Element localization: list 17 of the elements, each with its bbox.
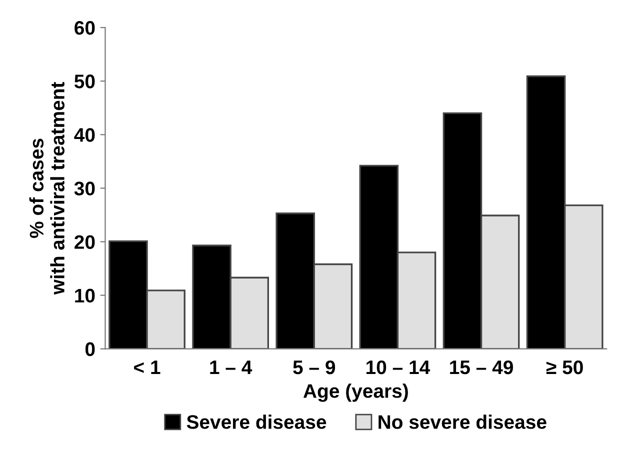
y-tick-label: 60 [74, 21, 95, 35]
y-tick-label: 50 [74, 74, 95, 88]
y-tick-label: 0 [85, 342, 95, 356]
y-tick-label: 10 [75, 288, 95, 303]
y-axis-title: % of cases with antiviral treatment [29, 82, 64, 295]
legend-label: No severe disease [378, 414, 546, 429]
x-tick-label: < 1 [134, 360, 160, 374]
x-tick-label: 15 – 49 [450, 360, 513, 374]
x-tick-label: 1 – 4 [210, 360, 252, 374]
y-tick-label: 40 [74, 128, 95, 142]
y-tick-label: 20 [74, 235, 95, 249]
x-tick-label: ≥ 50 [546, 360, 583, 374]
y-tick-label: 30 [74, 182, 95, 196]
x-tick-label: 5 – 9 [293, 360, 336, 374]
legend-label: Severe disease [186, 414, 326, 429]
x-tick-label: 10 – 14 [366, 360, 430, 374]
x-axis-title: Age (years) [303, 384, 408, 402]
